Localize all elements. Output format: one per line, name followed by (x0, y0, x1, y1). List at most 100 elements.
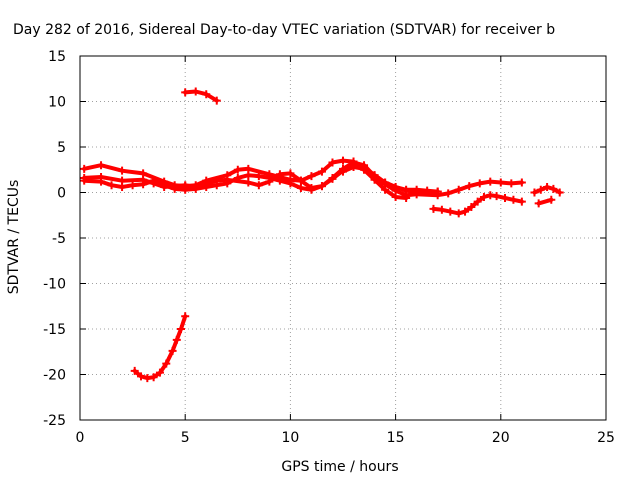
data-point (473, 197, 482, 206)
series-arc-5 (429, 191, 526, 218)
series-arc-8 (181, 87, 221, 105)
data-point (139, 180, 148, 189)
data-point (80, 176, 89, 185)
data-point (423, 186, 432, 195)
data-point (172, 335, 181, 344)
data-point (501, 193, 510, 202)
x-axis-label: GPS time / hours (281, 459, 398, 475)
data-point (191, 87, 200, 96)
data-point (454, 209, 463, 218)
data-point (168, 346, 177, 355)
data-point (118, 166, 127, 175)
data-point (555, 188, 564, 197)
series-arc-6 (530, 183, 564, 197)
data-point (402, 193, 411, 202)
data-point (286, 169, 295, 178)
data-point (155, 368, 164, 377)
data-point (130, 366, 139, 375)
data-point (444, 189, 453, 198)
data-point (429, 204, 438, 213)
x-tick-label: 0 (76, 430, 85, 446)
data-point (317, 167, 326, 176)
series-trail (183, 89, 219, 103)
data-point (202, 183, 211, 192)
data-point (549, 184, 558, 193)
data-point (176, 325, 185, 333)
data-point (437, 205, 446, 214)
data-point (381, 185, 390, 194)
data-point (296, 183, 305, 192)
data-point (97, 161, 106, 170)
data-point (454, 185, 463, 194)
data-point (391, 183, 400, 192)
data-point (465, 182, 474, 191)
data-points (80, 87, 564, 383)
data-point (244, 178, 253, 187)
data-point (402, 185, 411, 194)
data-point (486, 177, 495, 186)
x-tick-label: 25 (597, 430, 615, 446)
data-point (433, 187, 442, 196)
y-tick-label: -10 (43, 277, 66, 293)
data-point (296, 176, 305, 185)
data-point (254, 172, 263, 181)
data-point (467, 203, 476, 212)
data-point (534, 199, 543, 208)
y-tick-label: 10 (48, 95, 66, 111)
data-point (254, 181, 263, 190)
x-tick-label: 10 (281, 430, 299, 446)
data-point (286, 179, 295, 188)
data-point (97, 177, 106, 186)
data-point (509, 195, 518, 204)
data-point (461, 207, 470, 216)
data-point (233, 173, 242, 182)
data-point (360, 164, 369, 173)
data-point (543, 183, 552, 192)
data-point (328, 174, 337, 183)
data-point (233, 165, 242, 174)
series-trail (341, 165, 440, 194)
data-point (181, 88, 190, 97)
data-point (475, 179, 484, 188)
y-tick-label: -20 (43, 368, 66, 384)
data-point (118, 183, 127, 192)
data-point (517, 178, 526, 187)
data-point (275, 176, 284, 185)
y-tick-label: 0 (57, 186, 66, 202)
data-point (191, 184, 200, 193)
data-point (412, 185, 421, 194)
data-point (160, 181, 169, 190)
data-point (446, 207, 455, 216)
data-point (391, 193, 400, 202)
y-tick-label: 15 (48, 49, 66, 65)
data-point (128, 181, 137, 190)
data-point (181, 185, 190, 194)
data-point (492, 192, 501, 201)
data-point (162, 359, 171, 368)
series-arc-4 (339, 163, 442, 196)
data-point (212, 96, 221, 105)
x-tick-label: 5 (181, 430, 190, 446)
x-tick-label: 15 (387, 430, 405, 446)
y-tick-label: 5 (57, 140, 66, 156)
data-point (307, 185, 316, 194)
chart-title: Day 282 of 2016, Sidereal Day-to-day VTE… (13, 22, 555, 38)
data-point (339, 156, 347, 165)
data-point (496, 178, 505, 187)
data-point (530, 188, 539, 197)
data-point (149, 176, 158, 185)
data-point (536, 185, 545, 194)
data-point (181, 312, 190, 321)
y-tick-label: -15 (43, 322, 66, 338)
data-point (381, 178, 390, 187)
y-tick-label: -5 (52, 231, 66, 247)
data-point (349, 163, 358, 172)
data-point (212, 181, 221, 190)
data-point (547, 195, 556, 204)
data-point (244, 171, 253, 180)
data-point (339, 167, 347, 176)
x-tick-label: 20 (492, 430, 510, 446)
y-tick-label: -25 (43, 413, 66, 429)
